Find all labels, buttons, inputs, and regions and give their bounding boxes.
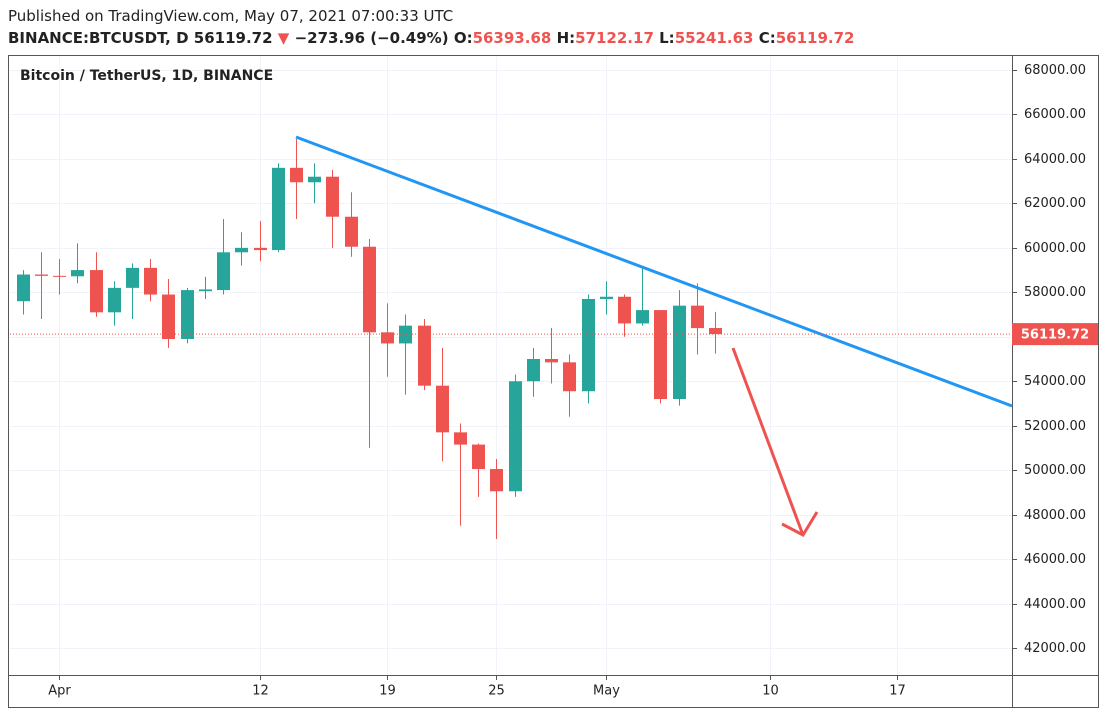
candle-body (90, 270, 103, 313)
trend-line (295, 135, 1013, 408)
y-tick-label: 50000.00 (1024, 463, 1086, 478)
candle-body (709, 328, 722, 335)
chart-title: Bitcoin / TetherUS, 1D, BINANCE (20, 68, 273, 84)
x-tick-label: Apr (48, 684, 71, 699)
x-tick-label: 10 (762, 684, 779, 699)
o-value: 56393.68 (472, 29, 552, 47)
frame (8, 55, 1099, 708)
h-value: 57122.17 (575, 29, 654, 47)
candle-body (618, 296, 631, 324)
candle-body (582, 298, 595, 392)
candle-body (381, 332, 394, 344)
candle-body (691, 305, 704, 329)
arrow: ▼ (277, 29, 290, 47)
candle-body (235, 247, 248, 253)
y-tick-label: 58000.00 (1024, 285, 1086, 300)
l-label: L: (659, 29, 675, 47)
y-tick-label: 68000.00 (1024, 63, 1086, 78)
y-tick-label: 64000.00 (1024, 152, 1086, 167)
last-price-label: 56119.72 (1021, 328, 1089, 343)
x-tick-label: May (593, 684, 620, 699)
candle-body (490, 469, 503, 492)
candle-body (454, 432, 467, 445)
candle-body (399, 325, 412, 344)
ohlc-line: BINANCE:BTCUSDT, D 56119.72 ▼ −273.96 (−… (8, 29, 854, 47)
y-tick-label: 42000.00 (1024, 641, 1086, 656)
candle-body (108, 287, 121, 313)
candle-body (144, 267, 157, 295)
candle-body (162, 294, 175, 339)
candle-body (17, 274, 30, 302)
candle-body (35, 274, 48, 276)
candle-body (126, 267, 139, 288)
last-price-box (1012, 323, 1098, 346)
o-label: O: (453, 29, 473, 47)
x-tick-label: 25 (488, 684, 505, 699)
x-tick-label: 19 (379, 684, 396, 699)
grid (10, 57, 1012, 675)
x-tick-label: 17 (889, 684, 906, 699)
y-tick-label: 66000.00 (1024, 107, 1086, 122)
y-tick-label: 52000.00 (1024, 419, 1086, 434)
candle-body (509, 381, 522, 492)
last: 56119.72 (193, 29, 273, 47)
x-tick-label: 12 (252, 684, 269, 699)
candles (17, 138, 722, 540)
c-label: C: (758, 29, 776, 47)
l-value: 55241.63 (674, 29, 754, 47)
candle-body (217, 252, 230, 291)
candle-body (272, 167, 285, 251)
candle-body (436, 385, 449, 433)
candle-body (53, 275, 66, 277)
candle-body (545, 358, 558, 363)
symbol: BINANCE:BTCUSDT, D (8, 29, 189, 47)
candle-body (71, 270, 84, 277)
y-tick-label: 54000.00 (1024, 374, 1086, 389)
candle-body (636, 310, 649, 324)
y-tick-label: 46000.00 (1024, 552, 1086, 567)
candle-body (254, 247, 267, 251)
candle-body (654, 310, 667, 400)
y-tick-label: 44000.00 (1024, 597, 1086, 612)
candle-body (418, 325, 431, 386)
candle-body (673, 305, 686, 400)
change: −273.96 (−0.49%) (294, 29, 449, 47)
candle-body (345, 216, 358, 247)
candle-body (181, 290, 194, 339)
candle-body (326, 176, 339, 217)
candle-body (527, 358, 540, 382)
y-tick-label: 60000.00 (1024, 241, 1086, 256)
candle-body (600, 296, 613, 299)
arrow-head (781, 511, 819, 537)
arrow-shaft (731, 347, 805, 536)
candle-body (290, 167, 303, 183)
candle-body (199, 289, 212, 292)
y-tick-label: 62000.00 (1024, 196, 1086, 211)
candle-body (363, 246, 376, 333)
y-tick-label: 48000.00 (1024, 508, 1086, 523)
candle-body (308, 176, 321, 183)
h-label: H: (556, 29, 576, 47)
published-line: Published on TradingView.com, May 07, 20… (8, 7, 454, 25)
c-value: 56119.72 (775, 29, 855, 47)
candle-body (563, 362, 576, 392)
candle-body (472, 444, 485, 470)
